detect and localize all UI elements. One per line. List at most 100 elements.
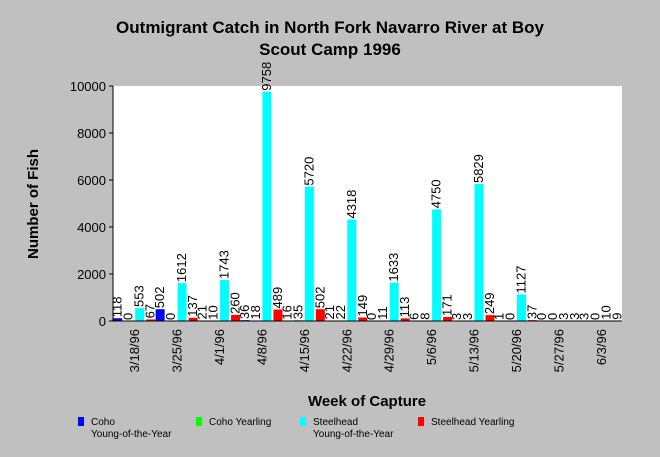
- x-tick-label: 5/20/96: [509, 329, 524, 372]
- x-tick-label: 5/6/96: [424, 329, 439, 365]
- plot-area: 1180553673/18/96502016121373/25/96211017…: [70, 62, 624, 373]
- bar-3-18-96-series-3: [135, 308, 145, 321]
- data-label: 21: [195, 305, 210, 319]
- x-tick-label: 3/18/96: [127, 329, 142, 372]
- bar-3-25-96-series-4: [188, 317, 198, 321]
- plot-background: [113, 86, 622, 321]
- data-label: 171: [440, 294, 455, 316]
- data-label: 37: [524, 305, 539, 319]
- x-tick-label: 4/29/96: [382, 329, 397, 372]
- bar-4-15-96-series-3: [304, 186, 314, 321]
- data-label: 3: [567, 313, 582, 320]
- bar-4-22-96-series-4: [358, 317, 368, 321]
- data-label: 0: [163, 313, 178, 320]
- bar-3-18-96-series-4: [146, 319, 156, 321]
- x-tick-label: 4/1/96: [212, 329, 227, 365]
- data-label: 4318: [344, 190, 359, 219]
- legend-label-1: Young-of-the-Year: [91, 429, 172, 440]
- x-axis-label: Week of Capture: [308, 393, 426, 410]
- data-label: 0: [121, 313, 136, 320]
- data-label: 0: [545, 313, 560, 320]
- bar-3-18-96-series-1: [113, 318, 123, 321]
- x-tick-label: 4/8/96: [254, 329, 269, 365]
- bar-4-29-96-series-3: [389, 282, 399, 321]
- data-label: 502: [312, 286, 327, 308]
- y-axis-label: Number of Fish: [25, 149, 42, 259]
- bar-5-20-96-series-3: [516, 294, 526, 321]
- data-label: 36: [237, 305, 252, 319]
- data-label: 0: [502, 313, 517, 320]
- legend-swatch-2: [196, 417, 202, 426]
- data-label: 1743: [217, 250, 232, 279]
- data-label: 18: [248, 305, 263, 319]
- y-tick-label: 10000: [70, 79, 106, 94]
- data-label: 249: [482, 292, 497, 314]
- bar-4-1-96-series-3: [220, 280, 230, 321]
- bar-4-1-96-series-4: [231, 314, 241, 321]
- legend-label-3: Steelhead: [313, 417, 358, 428]
- data-label: 3: [556, 313, 571, 320]
- data-label: 260: [228, 292, 243, 314]
- data-label: 21: [322, 305, 337, 319]
- bar-4-8-96-series-4: [273, 309, 283, 321]
- legend-label-3: Young-of-the-Year: [313, 429, 394, 440]
- data-label: 9758: [259, 62, 274, 91]
- y-tick-label: 0: [99, 314, 106, 329]
- data-label: 113: [397, 297, 412, 318]
- data-label: 35: [290, 305, 305, 319]
- data-label: 3: [449, 313, 464, 320]
- x-tick-label: 3/25/96: [170, 329, 185, 372]
- data-label: 3: [576, 313, 591, 320]
- bar-4-15-96-series-4: [315, 309, 325, 321]
- bar-4-29-96-series-4: [400, 318, 410, 321]
- data-label: 553: [132, 285, 147, 307]
- data-label: 149: [355, 295, 370, 317]
- data-label: 22: [333, 305, 348, 319]
- data-label: 137: [185, 295, 200, 317]
- data-label: 502: [152, 286, 167, 308]
- chart-title-line-1: Outmigrant Catch in North Fork Navarro R…: [116, 18, 544, 37]
- data-label: 0: [587, 313, 602, 320]
- data-label: 67: [143, 304, 158, 318]
- data-label: 489: [270, 287, 285, 309]
- data-label: 4750: [429, 179, 444, 208]
- legend-swatch-4: [418, 417, 424, 426]
- data-label: 11: [375, 306, 390, 320]
- x-tick-label: 4/15/96: [297, 329, 312, 372]
- bar-5-13-96-series-4: [485, 315, 495, 321]
- data-label: 10: [598, 305, 613, 319]
- data-label: 8: [418, 313, 433, 320]
- data-label: 1633: [386, 253, 401, 282]
- legend-label-2: Coho Yearling: [209, 417, 271, 428]
- y-tick-label: 6000: [77, 173, 106, 188]
- x-tick-label: 4/22/96: [339, 329, 354, 372]
- data-label: 6: [407, 313, 422, 320]
- legend-label-4: Steelhead Yearling: [431, 417, 514, 428]
- data-label: 1: [491, 313, 506, 320]
- y-tick-label: 4000: [77, 220, 106, 235]
- bar-5-13-96-series-3: [474, 184, 484, 321]
- data-label: 5829: [471, 154, 486, 183]
- x-tick-label: 5/13/96: [467, 329, 482, 372]
- bar-5-6-96-series-3: [432, 209, 442, 321]
- data-label: 1127: [513, 266, 528, 294]
- legend-swatch-3: [300, 417, 306, 426]
- chart-title-line-2: Scout Camp 1996: [259, 40, 401, 59]
- data-label: 3: [460, 313, 475, 320]
- data-label: 0: [534, 313, 549, 320]
- data-label: 0: [364, 313, 379, 320]
- data-label: 5720: [301, 157, 316, 186]
- x-tick-label: 5/27/96: [551, 329, 566, 372]
- y-tick-label: 8000: [77, 126, 106, 141]
- bar-4-8-96-series-3: [262, 91, 272, 321]
- bar-3-25-96-series-1: [155, 309, 165, 321]
- legend-swatch-1: [78, 417, 84, 426]
- data-label: 9: [609, 313, 624, 320]
- bar-5-6-96-series-4: [443, 316, 453, 321]
- x-tick-label: 6/3/96: [594, 329, 609, 365]
- data-label: 10: [206, 305, 221, 319]
- legend-label-1: Coho: [91, 417, 115, 428]
- y-tick-label: 2000: [77, 267, 106, 282]
